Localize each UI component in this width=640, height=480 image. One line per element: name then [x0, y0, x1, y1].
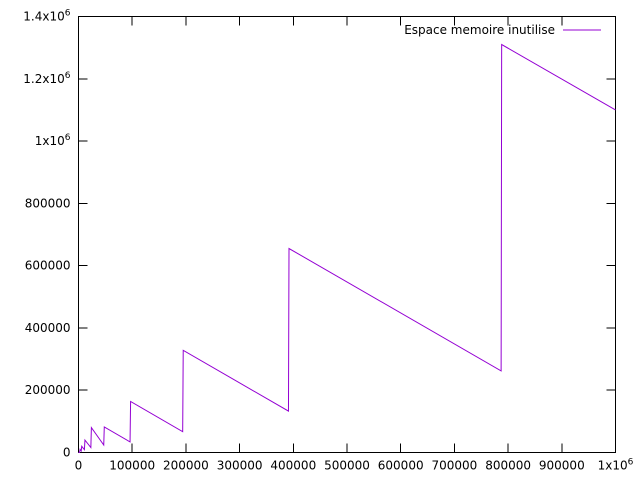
y-tick-label: 400000	[25, 321, 71, 335]
x-tick-label: 400000	[270, 459, 316, 473]
y-axis: 0 200000 400000 600000 800000 1x106 1.2x106 1.4…	[23, 9, 616, 460]
y-tick-label: 1.2x106	[23, 71, 70, 86]
plot-frame	[78, 16, 616, 453]
x-tick-label: 700000	[431, 459, 477, 473]
x-tick-label: 100000	[109, 459, 155, 473]
x-axis: 0 100000 200000 300000 400000 500000 600000 700…	[75, 16, 634, 473]
y-tick-label: 1.4x106	[23, 9, 70, 24]
x-tick-label: 200000	[163, 459, 209, 473]
x-tick-label: 1x106	[598, 458, 634, 473]
y-tick-label: 1x106	[35, 133, 71, 148]
y-tick-label: 0	[63, 446, 71, 460]
series-layer	[78, 43, 616, 453]
x-tick-label: 600000	[378, 459, 424, 473]
y-tick-label: 600000	[25, 259, 71, 273]
legend-label: Espace memoire inutilise	[404, 23, 555, 37]
x-tick-label: 0	[75, 459, 83, 473]
y-tick-label: 800000	[25, 196, 71, 210]
series-line-0	[78, 43, 616, 453]
y-tick-label: 200000	[25, 383, 71, 397]
legend: Espace memoire inutilise	[404, 23, 601, 37]
x-tick-label: 300000	[217, 459, 263, 473]
x-tick-label: 500000	[324, 459, 370, 473]
x-tick-label: 800000	[485, 459, 531, 473]
x-tick-label: 900000	[539, 459, 585, 473]
